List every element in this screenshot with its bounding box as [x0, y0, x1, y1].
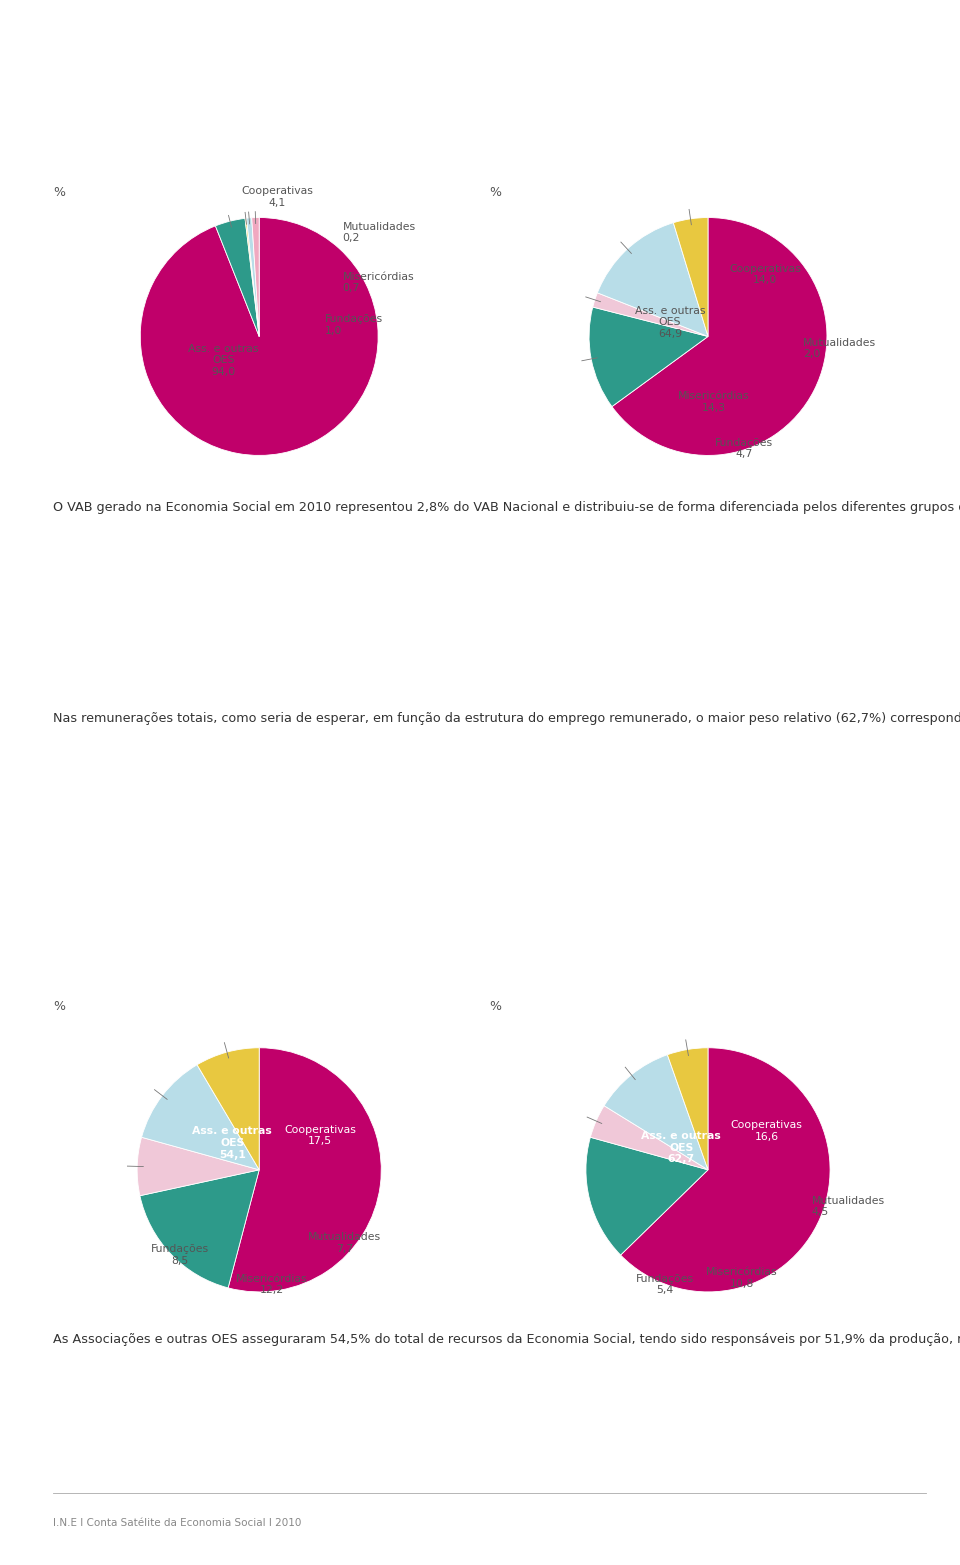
Text: Misericórdias
12,2: Misericórdias 12,2 [235, 1274, 307, 1296]
Wedge shape [589, 307, 708, 407]
Text: As Associações e outras OES asseguraram 54,5% do total de recursos da Economia S: As Associações e outras OES asseguraram … [53, 1333, 960, 1346]
Wedge shape [140, 1171, 259, 1288]
Wedge shape [215, 219, 259, 336]
Text: %: % [53, 186, 64, 199]
Wedge shape [197, 1049, 259, 1171]
Wedge shape [673, 218, 708, 336]
Wedge shape [247, 218, 259, 336]
Text: Ass. e outras
OES
54,1: Ass. e outras OES 54,1 [192, 1127, 273, 1160]
Text: 20: 20 [17, 20, 48, 39]
Text: Fundações
4,7: Fundações 4,7 [714, 438, 773, 459]
Wedge shape [604, 1055, 708, 1171]
Text: Ass. e outras
OES
94,0: Ass. e outras OES 94,0 [188, 344, 259, 377]
Text: Cooperativas
4,1: Cooperativas 4,1 [241, 186, 313, 208]
Text: Cooperativas
14,0: Cooperativas 14,0 [730, 264, 801, 285]
Text: Ass. e outras
OES
64,9: Ass. e outras OES 64,9 [635, 305, 706, 338]
Text: Misericórdias
0,7: Misericórdias 0,7 [343, 272, 414, 293]
Wedge shape [612, 218, 827, 455]
Text: Misericórdias
14,3: Misericórdias 14,3 [678, 391, 750, 413]
Wedge shape [140, 218, 378, 455]
Wedge shape [252, 218, 259, 336]
Text: O VAB gerado na Economia Social em 2010 representou 2,8% do VAB Nacional e distr: O VAB gerado na Economia Social em 2010 … [53, 501, 960, 513]
Text: Fundações
8,5: Fundações 8,5 [151, 1244, 209, 1266]
Text: Gráfico 1.11 - Emprego remunerado na ES (ETC): Gráfico 1.11 - Emprego remunerado na ES … [548, 138, 868, 150]
Wedge shape [597, 222, 708, 336]
Wedge shape [590, 1106, 708, 1171]
Text: Mutualidades
0,2: Mutualidades 0,2 [343, 222, 416, 243]
Text: Cooperativas
16,6: Cooperativas 16,6 [731, 1121, 803, 1141]
Wedge shape [592, 293, 708, 336]
Text: Nas remunerações totais, como seria de esperar, em função da estrutura do empreg: Nas remunerações totais, como seria de e… [53, 712, 960, 725]
Text: Fundações
1,0: Fundações 1,0 [324, 315, 383, 336]
Text: %: % [490, 186, 501, 199]
Text: Gráfico 1.10 -  Entidades da ES, por grupos: Gráfico 1.10 - Entidades da ES, por grup… [118, 138, 405, 150]
Text: %: % [490, 1000, 501, 1013]
Wedge shape [667, 1049, 708, 1171]
Wedge shape [228, 1049, 381, 1291]
Wedge shape [620, 1049, 830, 1291]
Wedge shape [137, 1138, 259, 1196]
Wedge shape [141, 1064, 259, 1171]
Text: Misericórdias
10,8: Misericórdias 10,8 [707, 1268, 778, 1290]
Text: Gráfico 1.13 - Remunerações da ES, por grupos
de entidades: Gráfico 1.13 - Remunerações da ES, por g… [551, 937, 865, 966]
Wedge shape [586, 1138, 708, 1255]
Text: I.N.E I Conta Satélite da Economia Social I 2010: I.N.E I Conta Satélite da Economia Socia… [53, 1518, 301, 1527]
Text: Mutualidades
7,7: Mutualidades 7,7 [308, 1232, 381, 1254]
Wedge shape [245, 218, 259, 336]
Text: Gráfico 1.12 -  VAB da ES, por grupos de
entidades: Gráfico 1.12 - VAB da ES, por grupos de … [128, 937, 396, 966]
Text: Mutualidades
4,5: Mutualidades 4,5 [812, 1196, 885, 1218]
Text: Ass. e outras
OES
62,7: Ass. e outras OES 62,7 [641, 1131, 721, 1164]
Text: Fundações
5,4: Fundações 5,4 [636, 1274, 694, 1296]
Text: %: % [53, 1000, 64, 1013]
Text: Cooperativas
17,5: Cooperativas 17,5 [284, 1125, 356, 1147]
Text: Mutualidades
2,0: Mutualidades 2,0 [804, 338, 876, 360]
